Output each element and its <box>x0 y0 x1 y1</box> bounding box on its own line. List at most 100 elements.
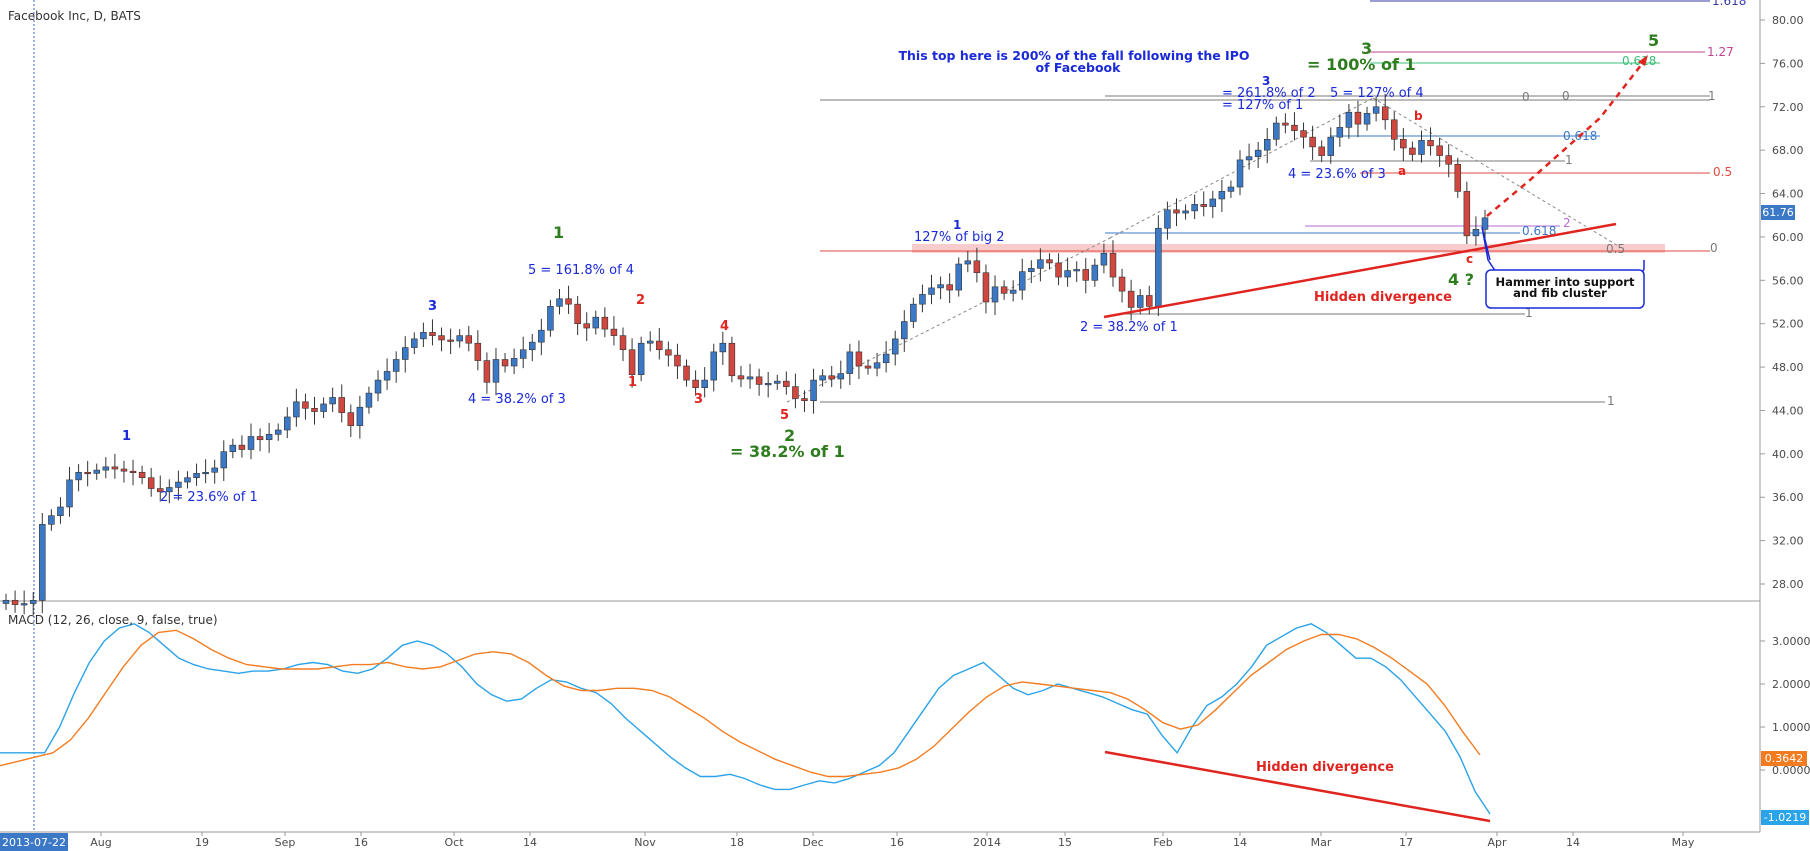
macd-tick-label: 0.0000 <box>1772 764 1810 777</box>
wave-label: 5 <box>1648 31 1659 50</box>
price-tick-label: 60.00 <box>1772 231 1804 244</box>
time-tick-label: Nov <box>634 836 656 849</box>
candle-body <box>574 303 581 324</box>
candle-body <box>1173 209 1180 214</box>
candle-body <box>1064 270 1071 278</box>
wave-label: 1 <box>953 218 961 232</box>
candle-body <box>1481 217 1489 230</box>
candle-body <box>982 272 990 303</box>
fib-label: 0 <box>1562 89 1570 103</box>
candle-body <box>1091 264 1099 281</box>
wave-label: 3 <box>428 299 437 314</box>
candle-body <box>683 365 690 381</box>
candle-body <box>728 342 736 377</box>
candle-body <box>1200 204 1207 207</box>
candle-body <box>157 488 164 493</box>
candle-body <box>519 349 527 359</box>
candle-body <box>547 306 554 331</box>
price-tick-label: 40.00 <box>1772 448 1804 461</box>
candle-body <box>1109 252 1117 278</box>
projection-arrowhead <box>1638 55 1648 66</box>
candle-body <box>1291 124 1298 131</box>
candle-body <box>265 434 273 441</box>
wave-label: 4 = 23.6% of 3 <box>1288 167 1386 182</box>
wave-label: b <box>1414 109 1423 123</box>
candle-body <box>601 316 609 330</box>
candle-body <box>1227 186 1235 192</box>
candle-body <box>202 471 209 475</box>
time-tick-label: 19 <box>195 836 209 849</box>
candle-body <box>302 401 309 409</box>
candle-body <box>628 349 636 375</box>
wave-label: 1 <box>553 223 564 242</box>
candle-body <box>1463 191 1471 237</box>
candle-body <box>57 506 64 516</box>
signal-value-badge <box>1761 751 1807 766</box>
candle-body <box>229 444 237 452</box>
candle-body <box>438 335 445 341</box>
macd-line <box>0 623 1491 815</box>
candle-body <box>737 375 745 380</box>
candle-body <box>1118 276 1126 292</box>
candle-body <box>901 321 908 340</box>
candle-body <box>411 338 418 348</box>
candle-body <box>646 340 654 344</box>
candle-body <box>891 338 899 355</box>
candle-body <box>392 359 400 372</box>
candle-body <box>120 468 128 472</box>
candle-body <box>1037 259 1044 269</box>
fib-label: 1.618 <box>1712 0 1746 8</box>
candle-body <box>719 342 727 353</box>
candle-body <box>175 481 182 488</box>
hidden-divergence-label: Hidden divergence <box>1314 290 1452 305</box>
candle-body <box>792 386 799 399</box>
candle-body <box>1046 259 1053 264</box>
drawings <box>1103 55 1648 823</box>
time-tick-label: 15 <box>1058 836 1072 849</box>
candle-body <box>1100 252 1108 266</box>
macd-axis: 0.0000 1.0000 2.0000 3.0000 <box>1760 635 1810 777</box>
candle-body <box>84 471 91 475</box>
candle-body <box>401 347 409 360</box>
candle-body <box>610 328 618 336</box>
candle-body <box>247 436 255 450</box>
wave-label: = 100% of 1 <box>1307 55 1416 74</box>
wave-label: 5 = 161.8% of 4 <box>528 263 634 278</box>
time-tick-label: Mar <box>1311 836 1332 849</box>
candle-body <box>1309 136 1316 148</box>
candle-body <box>1273 122 1280 140</box>
candle-body <box>529 341 536 351</box>
wave-label: 1 <box>628 375 637 390</box>
wave-label: = 38.2% of 1 <box>730 442 845 461</box>
time-tick-label: 14 <box>523 836 537 849</box>
candle-body <box>166 487 173 493</box>
candle-body <box>1318 146 1325 156</box>
candle-body <box>710 351 717 381</box>
candle-body <box>1472 229 1480 237</box>
symbol-title: Facebook Inc, D, BATS <box>8 9 141 23</box>
candle-body <box>819 375 826 381</box>
candle-body <box>1009 289 1017 294</box>
annotation-top-note: of Facebook <box>1036 60 1122 75</box>
candle-body <box>964 260 972 265</box>
last-price-value: 61.76 <box>1762 206 1794 219</box>
time-tick-label: May <box>1672 836 1695 849</box>
wave-label: 1 <box>122 429 131 444</box>
candle-body <box>1073 269 1080 272</box>
candle-body <box>1263 139 1271 151</box>
wave-label: 3 <box>1361 39 1372 58</box>
candle-body <box>501 359 509 367</box>
candle-body <box>1363 112 1371 125</box>
date-badge <box>0 833 68 851</box>
candle-body <box>465 335 473 344</box>
price-tick-label: 36.00 <box>1772 491 1804 504</box>
candle-body <box>1336 127 1344 138</box>
candle-body <box>220 451 228 469</box>
wave-label: 127% of big 2 <box>914 230 1004 245</box>
candle-body <box>583 323 590 329</box>
candle-body <box>48 515 55 525</box>
axis-badges: 61.76 0.3642 -1.0219 2013-07-22 <box>0 205 1809 851</box>
candle-body <box>184 477 191 483</box>
wave-label: 2 <box>636 293 645 308</box>
